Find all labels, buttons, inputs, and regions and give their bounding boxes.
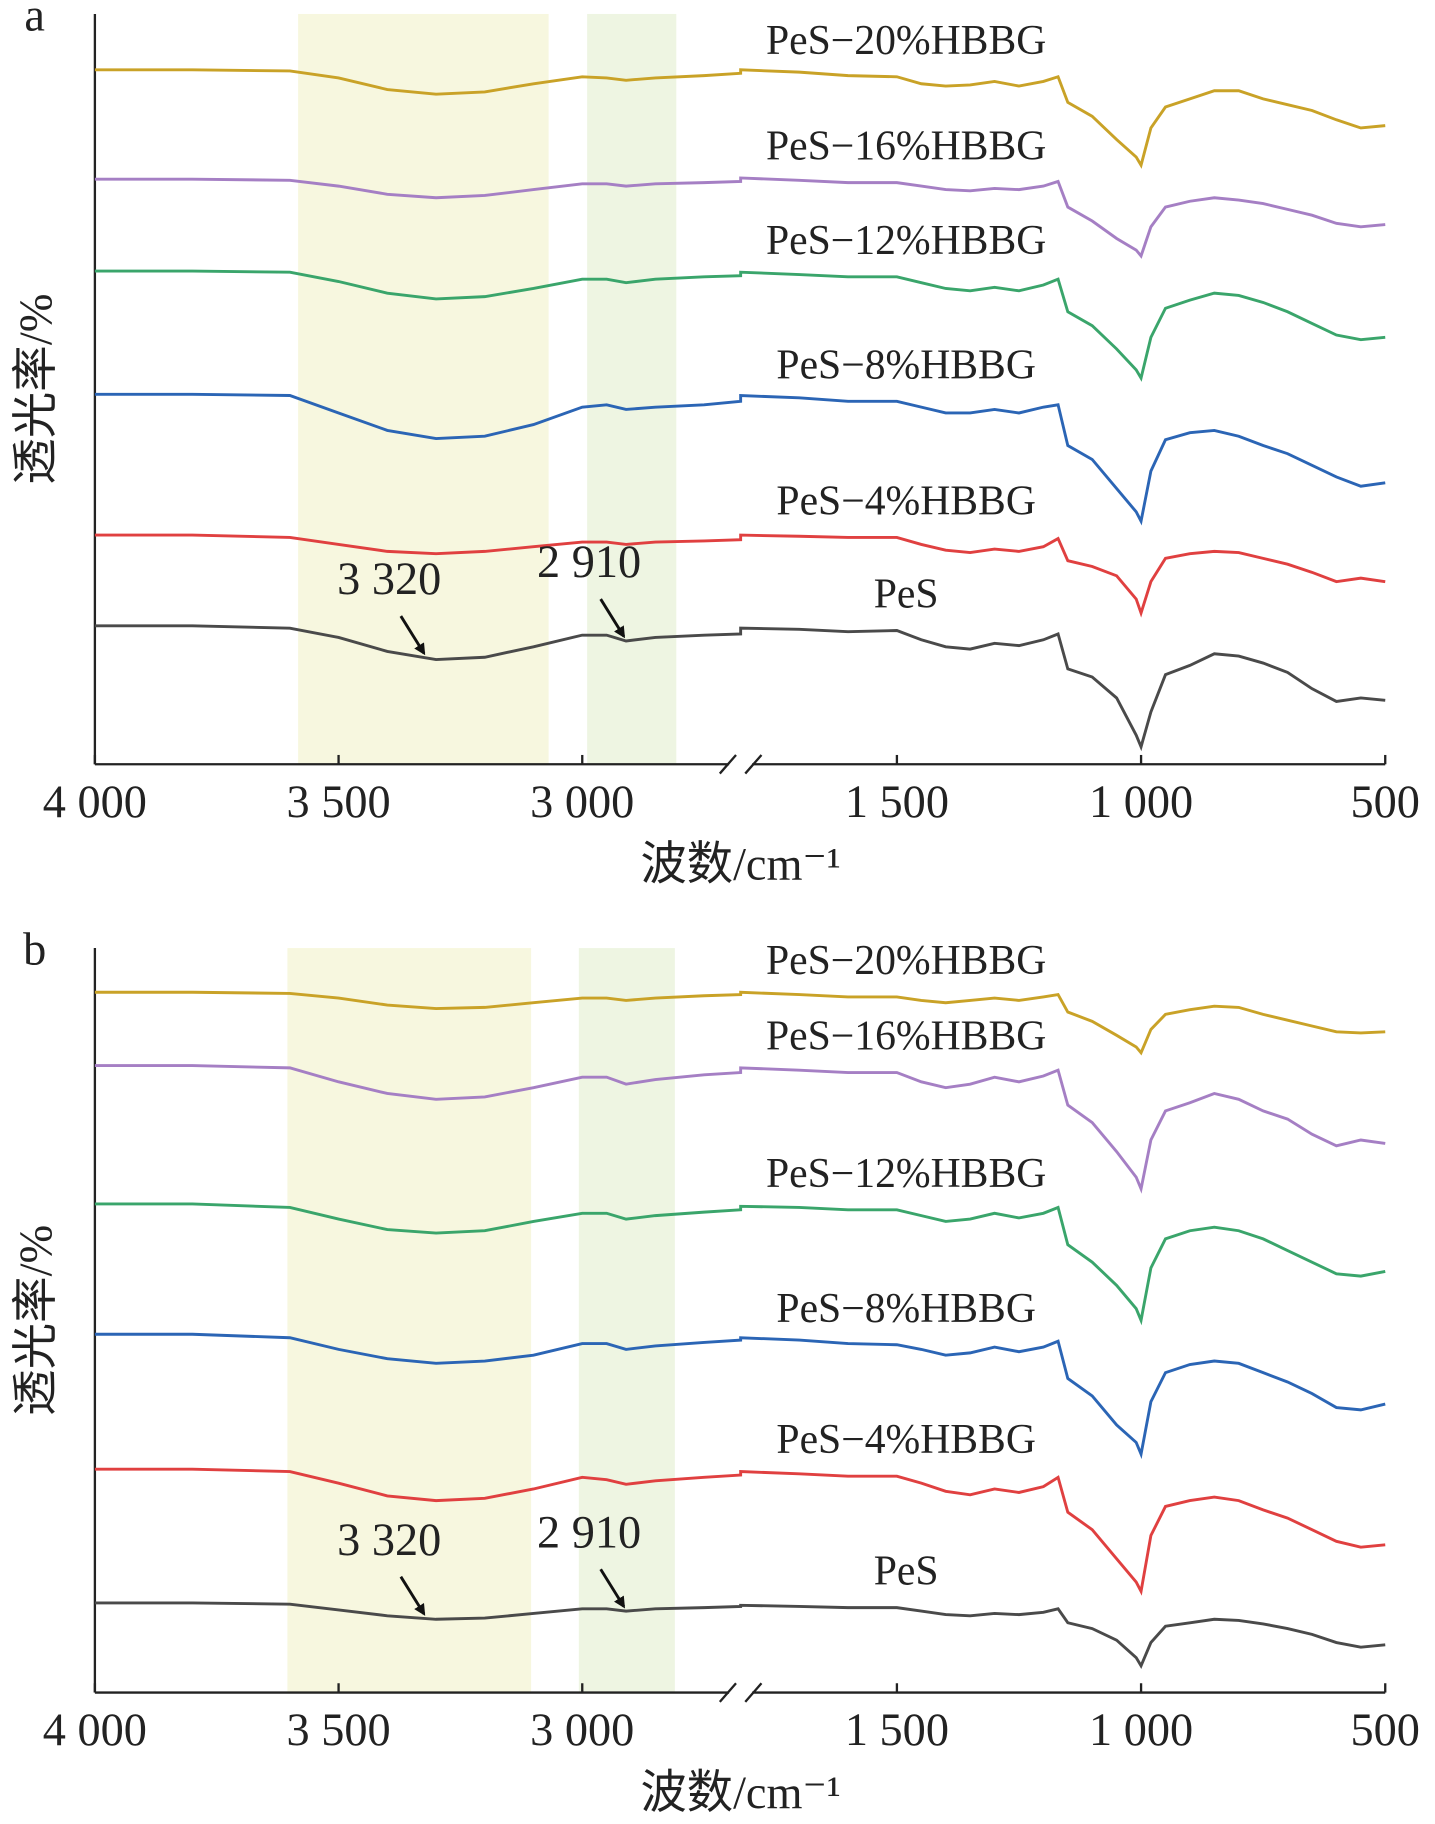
x-tick-label: 1 500 (845, 777, 949, 828)
x-tick-label: 3 500 (286, 777, 390, 828)
x-tick-label: 1 000 (1089, 1705, 1193, 1756)
spectrum-line (94, 1202, 1386, 1326)
panel-label: a (24, 0, 45, 41)
axis-break (718, 1682, 763, 1703)
spectrum-line (94, 1467, 1386, 1596)
series-label: PeS−4%HBBG (776, 1417, 1035, 1463)
highlight-band (287, 948, 532, 1693)
x-tick-label: 3 000 (530, 1705, 634, 1756)
y-axis-label: 透光率/% (11, 1225, 62, 1416)
spectrum-line (94, 990, 1386, 1056)
series-label: PeS−16%HBBG (766, 1013, 1046, 1059)
series-label: PeS−8%HBBG (776, 1286, 1035, 1332)
annotation-label: 3 320 (337, 554, 441, 605)
annotation-arrow (599, 598, 626, 639)
y-axis-label: 透光率/% (11, 293, 62, 484)
annotation-label: 2 910 (537, 1507, 641, 1558)
spectrum-line (94, 68, 1386, 169)
x-axis-label: 波数/cm⁻¹ (640, 1768, 840, 1819)
annotation-arrow (399, 615, 426, 656)
highlight-band (587, 13, 677, 765)
spectrum-line (94, 269, 1386, 382)
panel: 4 000 3 500 3 000 1 500 1 000 500 波数/cm⁻¹ 透光率/%… (11, 924, 1420, 1818)
x-tick-label: 500 (1351, 777, 1420, 828)
spectrum-line (94, 392, 1386, 526)
axis-break (718, 754, 763, 775)
x-tick-label: 3 500 (286, 1705, 390, 1756)
spectrum-line (94, 176, 1386, 259)
series-label: PeS−12%HBBG (766, 218, 1046, 264)
x-tick-label: 4 000 (43, 777, 147, 828)
annotation-label: 2 910 (537, 537, 641, 588)
x-tick-label: 4 000 (43, 1705, 147, 1756)
x-tick-label: 3 000 (530, 777, 634, 828)
x-axis-label: 波数/cm⁻¹ (640, 840, 840, 891)
series-label: PeS−12%HBBG (766, 1151, 1046, 1197)
spectrum-line (94, 1332, 1386, 1460)
spectrum-line (94, 1064, 1386, 1194)
annotation-arrow (399, 1575, 426, 1616)
highlight-band (578, 948, 675, 1693)
x-tick-label: 1 000 (1089, 777, 1193, 828)
series-label: PeS−20%HBBG (766, 18, 1046, 64)
x-tick-label: 500 (1351, 1705, 1420, 1756)
spectrum-line (94, 1601, 1386, 1669)
panel-label: b (23, 924, 46, 975)
series-label: PeS (874, 1549, 939, 1595)
series-label: PeS−16%HBBG (766, 124, 1046, 170)
annotation-label: 3 320 (337, 1515, 441, 1566)
spectrum-line (94, 624, 1386, 752)
series-label: PeS−20%HBBG (766, 938, 1046, 984)
panel: 4 000 3 500 3 000 1 500 1 000 500 波数/cm⁻¹ 透光率/%… (11, 0, 1420, 891)
spectrum-line (94, 533, 1386, 618)
annotation-arrow (599, 1568, 626, 1609)
series-label: PeS−4%HBBG (776, 478, 1035, 524)
series-label: PeS−8%HBBG (776, 342, 1035, 388)
x-tick-label: 1 500 (845, 1705, 949, 1756)
series-label: PeS (874, 571, 939, 617)
